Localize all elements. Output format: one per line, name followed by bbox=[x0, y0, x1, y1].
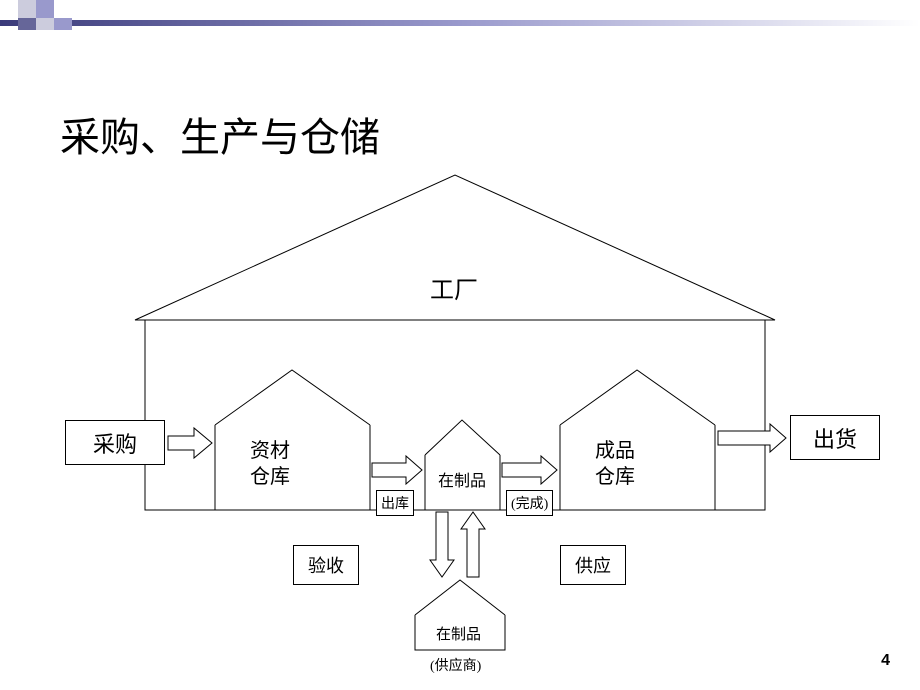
purchase-box: 采购 bbox=[65, 420, 165, 465]
arrow-wip-up bbox=[461, 512, 485, 577]
product-warehouse-roof bbox=[560, 370, 715, 425]
material-warehouse-label: 资材 仓库 bbox=[250, 438, 290, 490]
supplier-note: (供应商) bbox=[430, 655, 481, 675]
shipping-text: 出货 bbox=[813, 422, 857, 454]
wip-supplier-label: 在制品 bbox=[436, 623, 481, 644]
outbound-label: 出库 bbox=[376, 490, 414, 516]
process-diagram bbox=[0, 0, 920, 690]
material-warehouse-roof bbox=[215, 370, 370, 425]
arrow-purchase-material bbox=[168, 428, 212, 458]
factory-label: 工厂 bbox=[430, 270, 478, 305]
page-number: 4 bbox=[881, 652, 890, 670]
complete-label: (完成) bbox=[506, 490, 553, 516]
arrow-wip-product bbox=[502, 456, 557, 484]
arrow-product-shipping bbox=[718, 424, 786, 452]
wip-supplier-roof bbox=[415, 580, 505, 615]
wip-main-roof bbox=[425, 420, 500, 455]
supply-box: 供应 bbox=[560, 545, 626, 585]
inspection-box: 验收 bbox=[293, 545, 359, 585]
arrow-wip-down bbox=[430, 512, 454, 577]
product-warehouse-label: 成品 仓库 bbox=[595, 438, 635, 490]
wip-main-label: 在制品 bbox=[438, 467, 486, 491]
purchase-text: 采购 bbox=[93, 427, 137, 459]
shipping-box: 出货 bbox=[790, 415, 880, 460]
product-warehouse-body bbox=[560, 425, 715, 510]
material-warehouse-body bbox=[215, 425, 370, 510]
arrow-material-wip bbox=[372, 456, 422, 484]
